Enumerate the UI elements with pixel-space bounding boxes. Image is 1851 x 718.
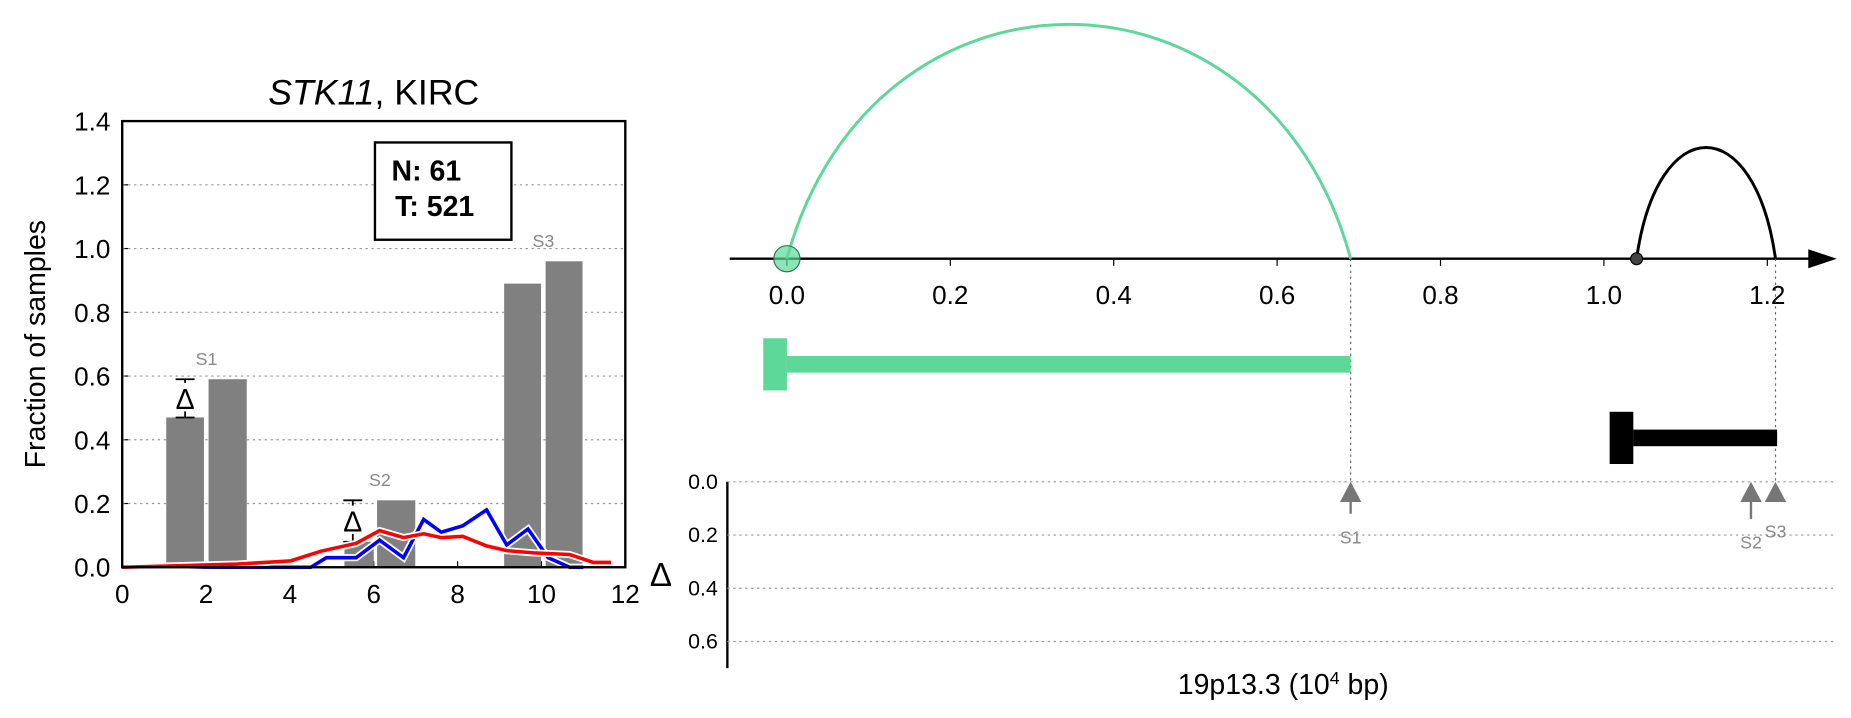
start-marker bbox=[1630, 252, 1644, 266]
y-axis-label: Fraction of samples bbox=[20, 220, 52, 468]
start-marker bbox=[773, 245, 801, 273]
y-tick-label: 0.2 bbox=[74, 489, 110, 519]
legend-box bbox=[373, 141, 513, 241]
x-tick-label: 2 bbox=[199, 579, 214, 609]
bar bbox=[208, 379, 247, 568]
delta-symbol: Δ bbox=[176, 384, 195, 416]
delta-label: S3 bbox=[1765, 522, 1787, 542]
gene-exon bbox=[763, 338, 787, 391]
legend-text: N: 61 bbox=[392, 155, 462, 187]
x-axis-label: 19p13.3 (104 bp) bbox=[1178, 668, 1389, 701]
x-tick-label: 8 bbox=[450, 579, 465, 609]
legend-text: T: 521 bbox=[395, 191, 474, 223]
group-label: S3 bbox=[532, 231, 554, 251]
gene-exon bbox=[1609, 411, 1634, 465]
y-tick-label: 0.6 bbox=[74, 362, 110, 392]
y-axis-label: Δ bbox=[650, 557, 672, 594]
delta-arrowhead bbox=[1740, 481, 1762, 502]
y-tick-label: 1.2 bbox=[74, 170, 110, 200]
x-label-sup: 4 bbox=[1330, 668, 1340, 688]
y-tick-label: 1.0 bbox=[74, 234, 110, 264]
x-tick-label: 0.2 bbox=[932, 280, 968, 310]
arc bbox=[1635, 146, 1777, 259]
x-tick-label: 0 bbox=[115, 579, 130, 609]
x-label-part: 19p13.3 (10 bbox=[1178, 669, 1330, 701]
x-tick-label: 4 bbox=[283, 579, 298, 609]
x-tick-label: 0.6 bbox=[1259, 280, 1295, 310]
delta-label: S1 bbox=[1340, 527, 1362, 547]
y-tick-label: 0.4 bbox=[688, 576, 718, 600]
delta-bg bbox=[339, 505, 366, 535]
axis-arrow bbox=[1808, 249, 1837, 269]
gene-body bbox=[1633, 429, 1778, 447]
gene-body bbox=[786, 356, 1351, 373]
x-tick-label: 0.0 bbox=[769, 280, 805, 310]
y-tick-label: 0.8 bbox=[74, 298, 110, 328]
x-tick-label: 1.0 bbox=[1586, 280, 1622, 310]
x-label-part: bp) bbox=[1340, 669, 1389, 701]
group-label: S2 bbox=[369, 470, 391, 490]
x-tick-label: 6 bbox=[367, 579, 382, 609]
x-tick-label: 10 bbox=[527, 579, 556, 609]
x-tick-label: 1.2 bbox=[1749, 280, 1785, 310]
y-tick-label: 0.6 bbox=[688, 630, 718, 654]
plot-frame bbox=[121, 119, 627, 569]
chart-title: STK11, KIRC bbox=[268, 72, 479, 112]
line bbox=[122, 507, 584, 570]
y-tick-label: 1.4 bbox=[74, 107, 110, 137]
y-tick-label: 0.2 bbox=[688, 523, 718, 547]
title-gene: STK11 bbox=[268, 72, 374, 112]
x-tick-label: 0.4 bbox=[1096, 280, 1132, 310]
x-tick-label: 0.8 bbox=[1422, 280, 1458, 310]
group-label: S1 bbox=[196, 349, 218, 369]
delta-arrowhead bbox=[1764, 481, 1787, 502]
delta-symbol: Δ bbox=[343, 507, 362, 539]
line bbox=[122, 528, 612, 570]
delta-bg bbox=[172, 382, 199, 412]
arc bbox=[785, 23, 1353, 260]
y-tick-label: 0.4 bbox=[74, 425, 110, 455]
title-rest: , KIRC bbox=[374, 72, 479, 112]
bar bbox=[166, 417, 204, 568]
bar bbox=[545, 261, 583, 568]
bar bbox=[504, 283, 542, 568]
delta-label: S2 bbox=[1740, 533, 1762, 553]
y-tick-label: 0.0 bbox=[688, 470, 718, 494]
delta-arrowhead bbox=[1339, 481, 1362, 502]
y-tick-label: 0.0 bbox=[74, 553, 110, 583]
x-tick-label: 12 bbox=[611, 579, 640, 609]
